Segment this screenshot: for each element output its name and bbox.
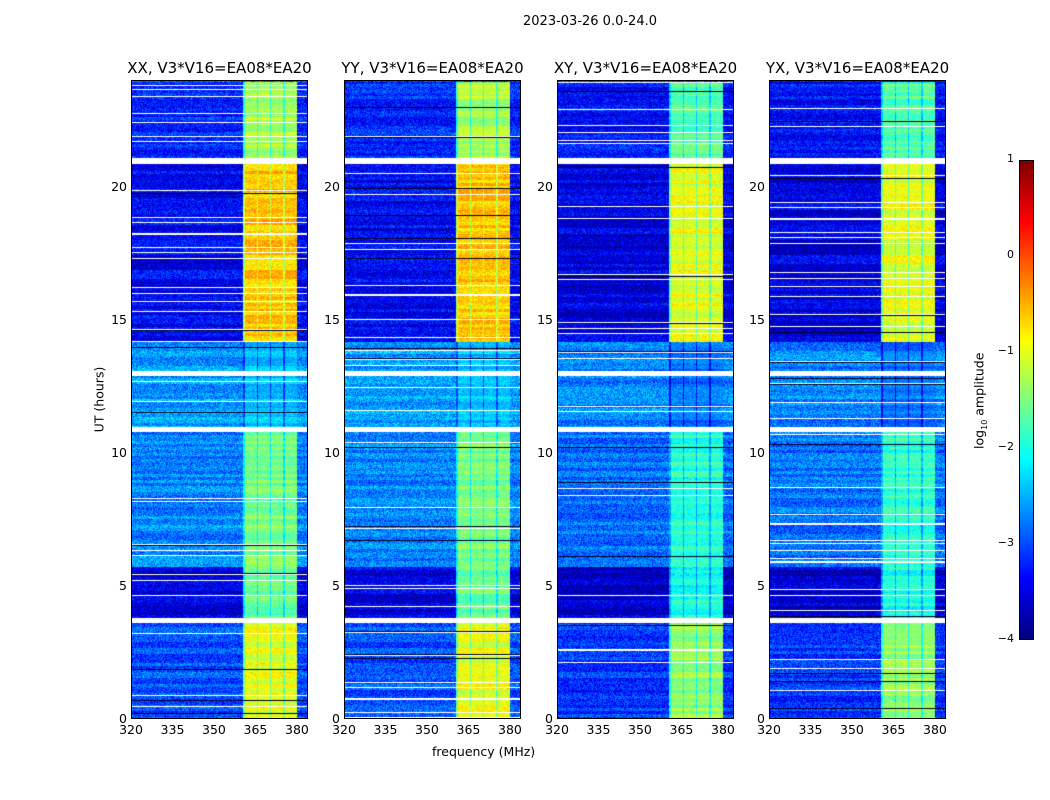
x-tick-label: 320: [757, 722, 781, 737]
colorbar-tick-label: −4: [997, 632, 1014, 645]
colorbar-label-sub: 10: [979, 419, 989, 430]
colorbar-tick-label: −2: [997, 440, 1014, 453]
y-tick-label: 15: [111, 311, 127, 327]
y-tick-label: 10: [537, 444, 553, 460]
colorbar-tick-label: 1: [1007, 152, 1014, 165]
y-tick-label: 5: [119, 577, 127, 593]
heatmap-image: [132, 81, 307, 718]
y-tick-label: 0: [757, 711, 765, 726]
x-tick-label: 365: [456, 722, 481, 737]
y-tick-label: 15: [324, 311, 340, 327]
x-tick-label: 320: [545, 722, 569, 737]
panel-title: XY, V3*V16=EA08*EA20: [553, 59, 738, 77]
y-tick-label: 15: [537, 311, 553, 327]
figure-title: 2023-03-26 0.0-24.0: [523, 14, 657, 29]
x-tick-label: 335: [798, 722, 823, 737]
waterfall-panel: [344, 80, 521, 719]
y-tick-label: 20: [111, 178, 127, 194]
x-tick-label: 335: [586, 722, 611, 737]
x-tick-label: 335: [373, 722, 398, 737]
panel-title: YX, V3*V16=EA08*EA20: [765, 59, 950, 77]
panel-title: YY, V3*V16=EA08*EA20: [341, 59, 524, 77]
waterfall-panel: [131, 80, 308, 719]
x-tick-label: 380: [498, 722, 522, 737]
y-tick-label: 5: [757, 577, 765, 593]
colorbar: [1019, 160, 1034, 640]
heatmap-image: [345, 81, 520, 718]
x-tick-label: 380: [711, 722, 735, 737]
x-tick-label: 380: [923, 722, 947, 737]
heatmap-image: [558, 81, 733, 718]
y-tick-label: 20: [324, 178, 340, 194]
x-axis-label: frequency (MHz): [432, 744, 536, 759]
x-tick-label: 350: [628, 722, 652, 737]
waterfall-panel: [557, 80, 734, 719]
y-tick-label: 20: [749, 178, 765, 194]
x-tick-label: 320: [332, 722, 356, 737]
x-tick-label: 320: [119, 722, 143, 737]
x-tick-label: 380: [285, 722, 309, 737]
y-tick-label: 15: [749, 311, 765, 327]
y-tick-label: 0: [119, 711, 127, 726]
x-tick-label: 365: [243, 722, 268, 737]
y-tick-label: 5: [332, 577, 340, 593]
x-tick-label: 350: [415, 722, 439, 737]
y-tick-label: 0: [545, 711, 553, 726]
y-tick-label: 20: [537, 178, 553, 194]
heatmap-image: [770, 81, 945, 718]
y-tick-label: 5: [545, 577, 553, 593]
x-tick-label: 350: [840, 722, 864, 737]
y-tick-label: 0: [332, 711, 340, 726]
waterfall-panel: [769, 80, 946, 719]
x-tick-label: 365: [669, 722, 694, 737]
x-tick-label: 365: [881, 722, 906, 737]
colorbar-label-rest: amplitude: [971, 352, 987, 420]
y-tick-label: 10: [111, 444, 127, 460]
panel-title: XX, V3*V16=EA08*EA20: [127, 59, 312, 77]
y-axis-label: UT (hours): [91, 366, 107, 433]
colorbar-label-log: log: [971, 429, 987, 449]
x-tick-label: 350: [202, 722, 226, 737]
x-tick-label: 335: [160, 722, 185, 737]
colorbar-tick-label: −1: [997, 344, 1014, 357]
y-tick-label: 10: [749, 444, 765, 460]
colorbar-tick-label: 0: [1007, 248, 1014, 261]
y-tick-label: 10: [324, 444, 340, 460]
colorbar-tick-label: −3: [997, 536, 1014, 549]
colorbar-label: log10 amplitude: [971, 341, 989, 461]
